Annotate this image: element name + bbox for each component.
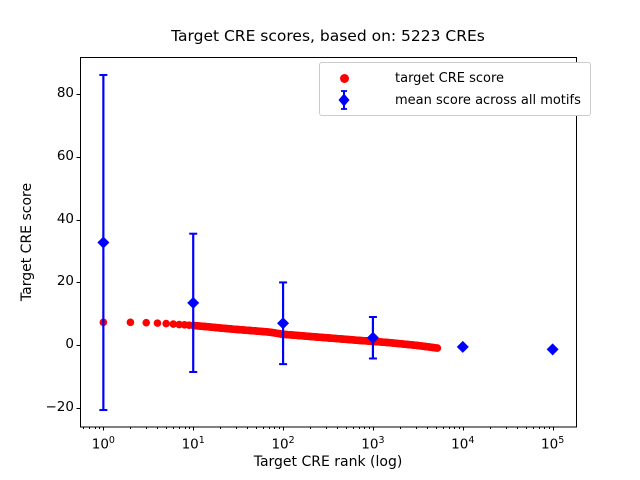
legend: target CRE score mean score across all m… [319,62,591,116]
blue-diamond-errorbar-marker-icon [329,89,359,111]
red-data-point [126,318,135,327]
x-axis-label: Target CRE rank (log) [253,454,403,470]
legend-label: mean score across all motifs [395,92,581,108]
y-tick-label: 80 [56,84,74,101]
blue-mean-data-point [97,236,110,249]
blue-mean-data-point [187,296,200,309]
red-data-point [433,344,442,352]
legend-item-target-cre-score: target CRE score [329,67,581,89]
blue-mean-data-point [456,340,469,353]
legend-item-mean-score: mean score across all motifs [329,89,581,111]
y-tick-label: 40 [56,210,74,227]
red-data-point [169,320,178,328]
x-tick-label: 100 [91,435,115,453]
plot-border [80,57,577,428]
y-tick-label: 0 [65,336,74,353]
red-data-point [162,319,170,328]
red-data-point [153,319,162,327]
blue-mean-data-point [366,331,379,344]
y-tick-label: 60 [56,147,74,164]
x-tick-label: 104 [451,435,475,453]
y-tick-label: 20 [56,273,74,290]
blue-mean-data-point [277,317,290,330]
x-tick-label: 103 [361,435,385,453]
legend-label: target CRE score [395,70,505,86]
x-tick-label: 101 [181,435,205,453]
chart-title: Target CRE scores, based on: 5223 CREs [171,27,485,45]
red-circle-marker-icon [329,73,359,83]
red-data-point [142,318,151,327]
y-tick-label: −20 [45,399,75,416]
blue-mean-data-point [546,343,559,356]
x-tick-label: 102 [271,435,295,453]
x-tick-label: 105 [541,435,565,453]
